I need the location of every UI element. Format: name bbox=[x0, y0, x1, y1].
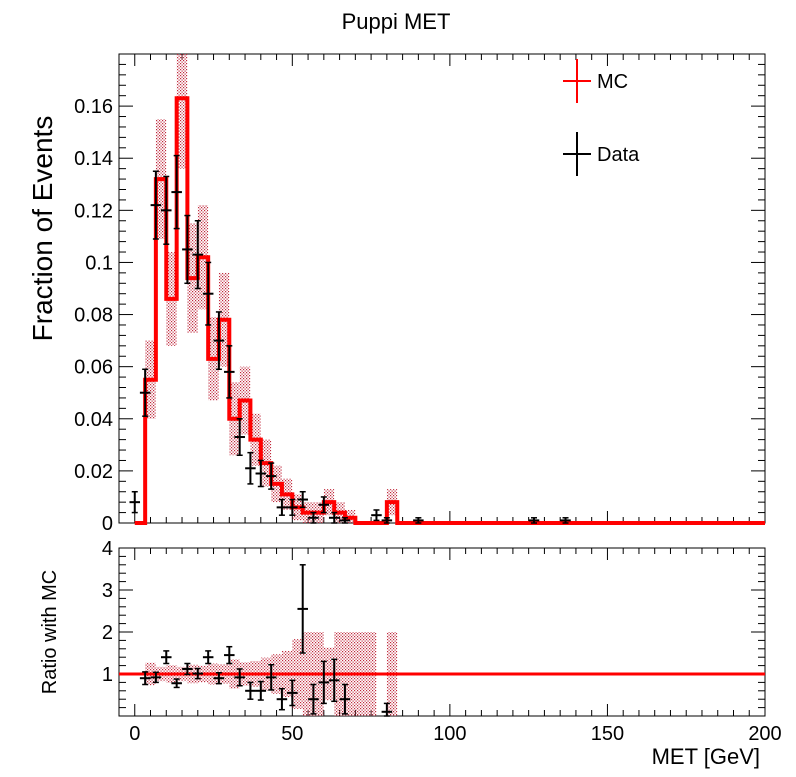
data-point bbox=[265, 462, 277, 490]
ratio-point bbox=[213, 671, 225, 685]
data-point bbox=[560, 517, 571, 524]
main-y-tick-label: 0.16 bbox=[74, 96, 113, 118]
ratio-point bbox=[276, 687, 288, 711]
legend-item-mc: MC bbox=[563, 59, 628, 103]
data-point bbox=[150, 170, 162, 240]
ratio-point bbox=[192, 667, 204, 680]
ratio-y-tick-label: 2 bbox=[102, 622, 113, 644]
x-axis-label: MET [GeV] bbox=[652, 744, 760, 769]
ratio-point bbox=[182, 662, 193, 676]
ratio-plot-panel: 1 2 3 4 0 50 100 150 200 Ratio with MC MET [GeV] bbox=[39, 538, 782, 769]
main-y-tick-label: 0.02 bbox=[74, 461, 113, 483]
chart-title: Puppi MET bbox=[342, 9, 451, 34]
legend-label: MC bbox=[597, 71, 628, 93]
ratio-point bbox=[381, 702, 393, 717]
data-point bbox=[371, 509, 382, 522]
ratio-point bbox=[202, 650, 214, 665]
data-point bbox=[139, 368, 151, 417]
main-y-tick-label: 0.1 bbox=[85, 252, 113, 274]
data-point bbox=[171, 154, 182, 230]
legend-label: Data bbox=[597, 144, 640, 166]
main-y-tick-label: 0.14 bbox=[74, 148, 113, 170]
legend-item-data: Data bbox=[563, 132, 640, 176]
ratio-y-axis-label: Ratio with MC bbox=[39, 570, 61, 694]
data-point bbox=[339, 517, 351, 524]
data-point bbox=[224, 345, 235, 399]
ratio-x-tick-label: 150 bbox=[591, 723, 624, 745]
ratio-point bbox=[265, 664, 277, 691]
main-y-axis-label: Fraction of Events bbox=[27, 116, 58, 342]
ratio-point bbox=[318, 660, 330, 705]
ratio-point bbox=[328, 658, 340, 703]
main-frame bbox=[118, 53, 766, 524]
data-point bbox=[308, 511, 319, 524]
ratio-y-tick-label: 3 bbox=[102, 580, 113, 602]
data-point bbox=[245, 451, 256, 485]
ratio-point bbox=[139, 671, 151, 686]
ratio-point bbox=[234, 668, 245, 687]
data-point bbox=[255, 459, 267, 488]
ratio-point bbox=[161, 650, 172, 665]
mc-uncertainty-band bbox=[176, 54, 188, 169]
data-point bbox=[276, 498, 288, 516]
data-point bbox=[528, 517, 540, 524]
data-point bbox=[161, 175, 172, 245]
ratio-frame bbox=[118, 547, 766, 717]
ratio-y-tick-label: 1 bbox=[102, 664, 113, 686]
main-y-tick-label: 0 bbox=[102, 513, 113, 535]
ratio-point bbox=[255, 680, 267, 701]
ratio-point bbox=[245, 681, 256, 700]
data-point bbox=[213, 311, 225, 371]
ratio-point bbox=[171, 678, 182, 689]
main-y-tick-label: 0.08 bbox=[74, 305, 113, 327]
ratio-point bbox=[308, 683, 319, 715]
ratio-x-tick-label: 100 bbox=[433, 723, 466, 745]
ratio-y-tick-label: 4 bbox=[102, 538, 113, 560]
mc-histogram-line bbox=[134, 96, 765, 525]
legend: MC Data bbox=[563, 59, 640, 176]
data-point bbox=[202, 261, 214, 326]
main-y-tick-label: 0.04 bbox=[74, 409, 113, 431]
ratio-x-tick-label: 0 bbox=[129, 723, 140, 745]
data-point bbox=[192, 220, 204, 290]
main-plot-panel: 0 0.02 0.04 0.06 0.08 0.1 0.12 0.14 0.16 Fraction… bbox=[27, 53, 766, 535]
data-point bbox=[234, 418, 245, 457]
ratio-point bbox=[224, 645, 235, 665]
ratio-point bbox=[287, 679, 298, 707]
data-point bbox=[182, 214, 193, 285]
ratio-x-tick-label: 50 bbox=[281, 723, 303, 745]
data-point bbox=[328, 511, 340, 524]
ratio-point bbox=[339, 683, 351, 715]
data-point bbox=[129, 490, 141, 514]
data-point bbox=[297, 490, 308, 509]
main-y-tick-label: 0.06 bbox=[74, 357, 113, 379]
data-point bbox=[381, 517, 393, 524]
data-point bbox=[287, 498, 298, 516]
ratio-point bbox=[150, 671, 162, 684]
ratio-x-tick-label: 200 bbox=[748, 723, 781, 745]
data-point bbox=[413, 517, 424, 524]
data-point bbox=[318, 496, 330, 514]
ratio-point bbox=[297, 564, 308, 654]
main-y-tick-label: 0.12 bbox=[74, 200, 113, 222]
